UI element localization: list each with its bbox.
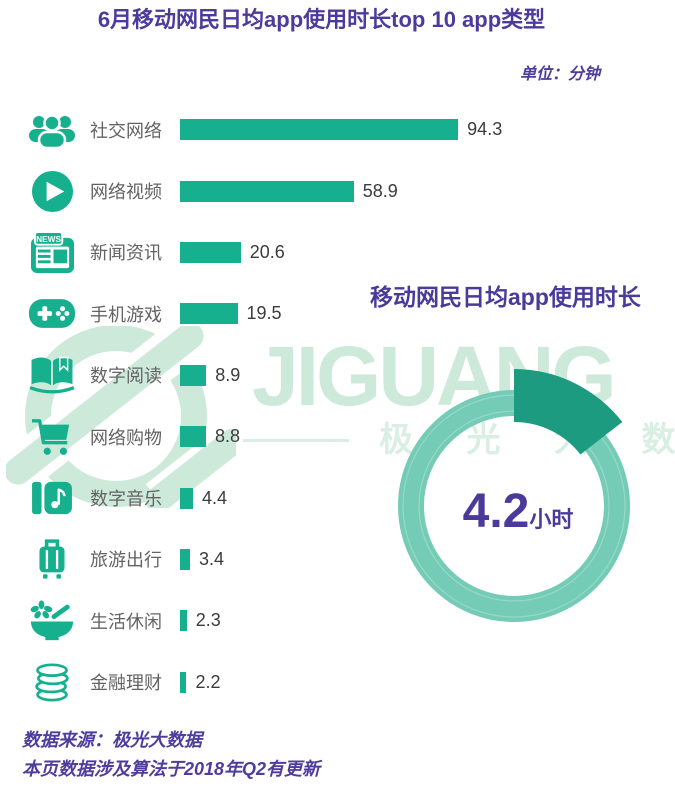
bar	[180, 241, 241, 263]
category-label: 网络视频	[90, 182, 162, 203]
value-label: 8.9	[215, 364, 241, 385]
value-label: 94.3	[467, 119, 503, 140]
bar-row: 生活休闲 2.3	[0, 590, 510, 651]
category-label: 生活休闲	[90, 611, 162, 632]
value-label: 19.5	[246, 303, 282, 324]
donut-center-value: 4.2小时	[374, 484, 654, 539]
value-label: 8.8	[214, 426, 240, 447]
category-label: 手机游戏	[90, 304, 162, 325]
category-label: 金融理财	[90, 673, 162, 694]
page-title: 6月移动网民日均app使用时长top 10 app类型	[97, 7, 546, 32]
bar	[180, 180, 354, 202]
value-label: 20.6	[249, 241, 285, 262]
category-label: 数字音乐	[90, 489, 162, 510]
luggage-icon	[26, 537, 78, 581]
hours-value: 4.2	[462, 485, 530, 538]
bar-chart: 社交网络 94.3 网络视频 58.9 NEWS 新闻资讯 20.6 手机游戏 19.5 …	[0, 99, 510, 713]
coins-icon	[26, 661, 78, 703]
update-note: 本页数据涉及算法于2018年Q2有更新	[22, 759, 321, 779]
category-label: 旅游出行	[90, 550, 162, 571]
bar	[180, 364, 207, 386]
value-label: 4.4	[201, 487, 227, 508]
donut-wedge	[514, 368, 623, 455]
bar	[180, 548, 191, 570]
gamepad-icon	[26, 297, 78, 330]
category-label: 网络购物	[90, 427, 162, 448]
donut-title: 移动网民日均app使用时长	[370, 284, 641, 310]
bar	[180, 426, 206, 448]
category-label: 数字阅读	[90, 366, 162, 387]
book-icon	[26, 356, 78, 395]
music-icon	[26, 479, 78, 517]
cart-icon	[26, 417, 78, 457]
play-icon	[26, 170, 78, 213]
donut-chart	[398, 368, 630, 622]
bar-row: 旅游出行 3.4	[0, 529, 510, 590]
value-label: 2.3	[195, 610, 221, 631]
unit-label: 单位：分钟	[519, 66, 600, 83]
news-icon: NEWS	[26, 230, 78, 274]
bar-row: 社交网络 94.3	[0, 99, 510, 160]
bar	[180, 671, 187, 693]
bar-row: 网络视频 58.9	[0, 160, 510, 221]
value-label: 58.9	[362, 180, 398, 201]
bar-row: 金融理财 2.2	[0, 652, 510, 713]
source-note: 数据来源：极光大数据	[22, 730, 202, 750]
hours-unit: 小时	[529, 507, 574, 532]
users-icon	[26, 111, 78, 149]
category-label: 社交网络	[90, 120, 162, 141]
category-label: 新闻资讯	[90, 243, 162, 264]
leisure-icon	[26, 600, 78, 641]
svg-text:NEWS: NEWS	[36, 234, 61, 244]
value-label: 3.4	[199, 548, 225, 569]
bar	[180, 487, 193, 509]
bar	[180, 119, 459, 141]
bar	[180, 303, 238, 325]
bar-row: NEWS 新闻资讯 20.6	[0, 222, 510, 283]
bar-row: 手机游戏 19.5	[0, 283, 510, 344]
value-label: 2.2	[195, 671, 221, 692]
bar	[180, 610, 187, 632]
